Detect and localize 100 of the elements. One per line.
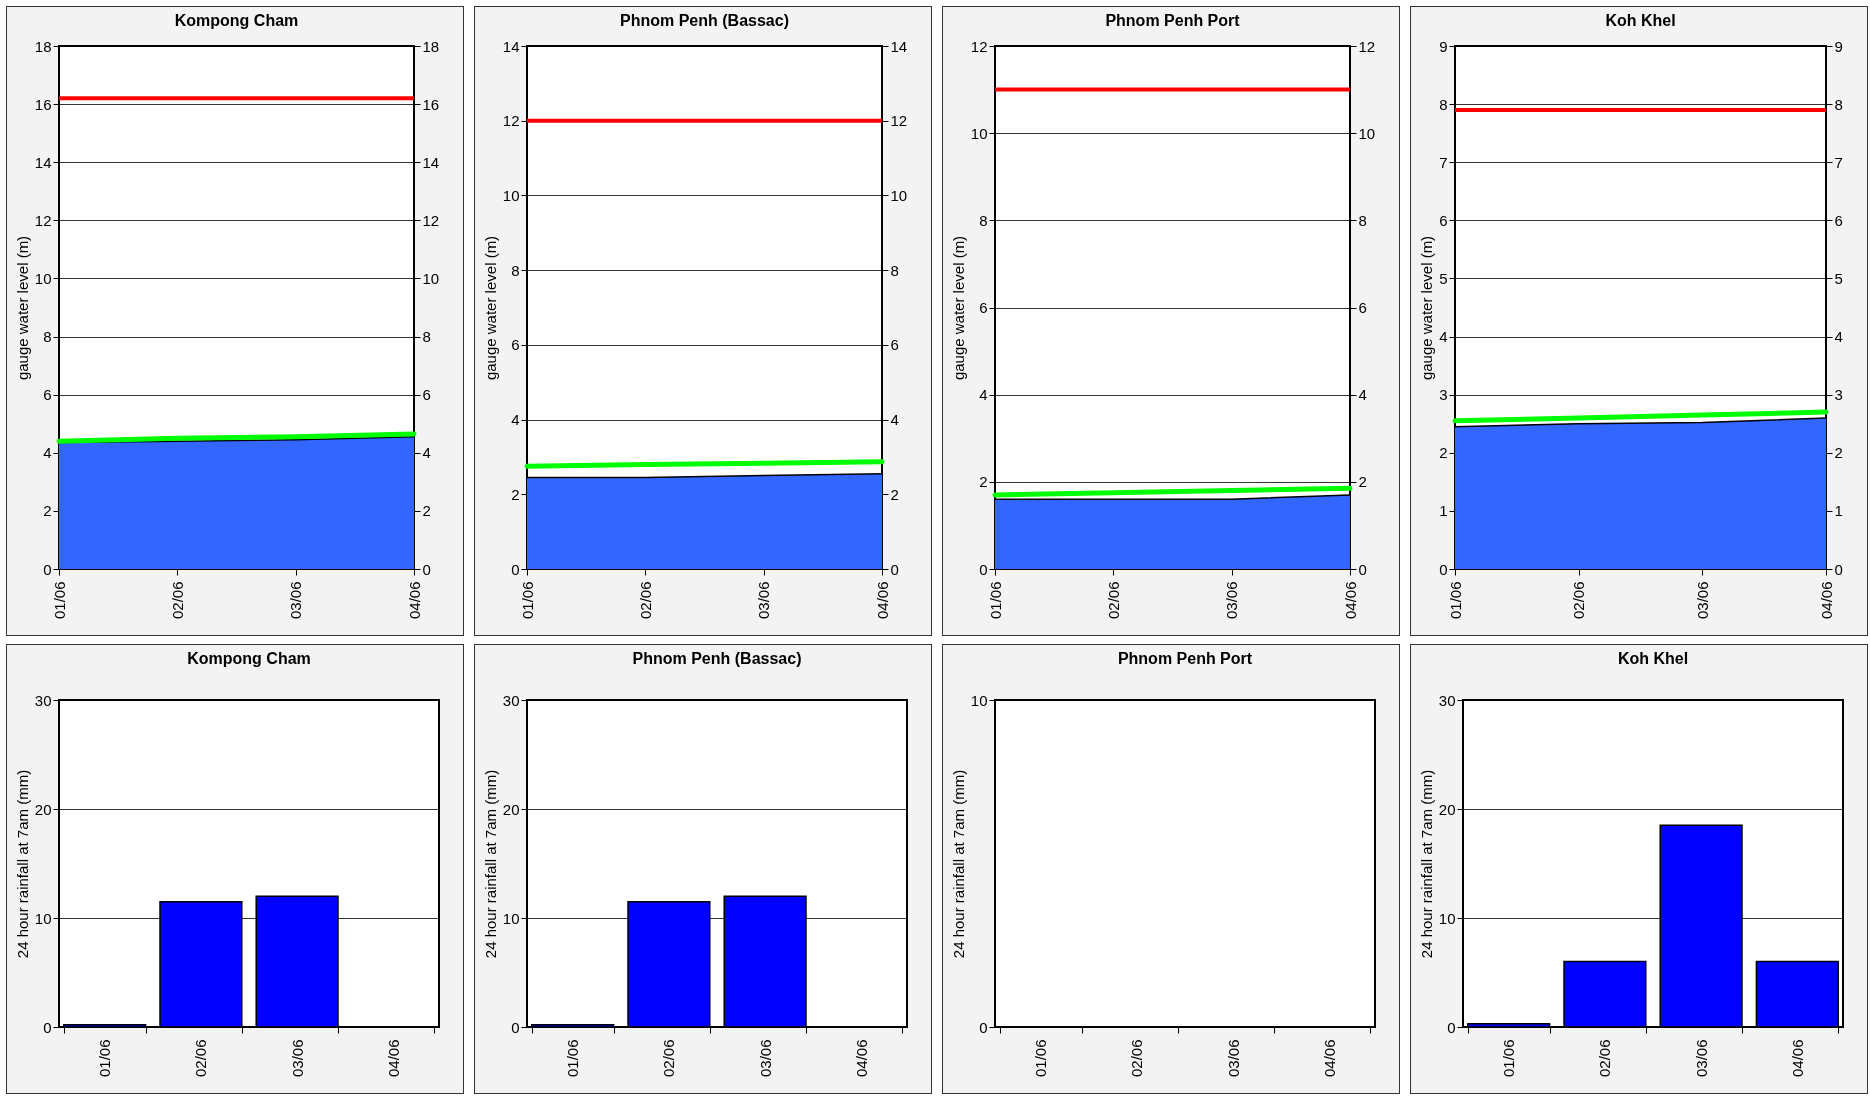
y2-tick-label: 2: [1834, 444, 1843, 462]
x-tick-label: 02/06: [660, 1039, 678, 1078]
y2-tick-label: 12: [422, 211, 440, 229]
y2-tick-label: 12: [1358, 37, 1376, 55]
y2-tick-label: 8: [422, 328, 431, 346]
y-tick-label: 6: [511, 336, 520, 354]
y2-tick-label: 10: [890, 186, 908, 204]
y-tick-label: 10: [34, 269, 52, 287]
x-tick-label: 02/06: [192, 1039, 210, 1078]
x-tick-label: 02/06: [1570, 581, 1588, 620]
y-axis-title: 24 hour rainfall at 7am (mm): [481, 769, 499, 959]
y-tick-label: 14: [34, 153, 52, 171]
y-axis-title: gauge water level (m): [949, 235, 967, 381]
x-tick-label: 01/06: [518, 581, 536, 620]
y2-tick-label: 4: [1358, 386, 1367, 404]
y2-tick-label: 8: [1834, 95, 1843, 113]
x-tick-label: 03/06: [756, 1039, 774, 1078]
y-tick-label: 20: [502, 800, 520, 818]
y-tick-label: 2: [43, 502, 52, 520]
chart-title: Phnom Penh (Bassac): [620, 12, 789, 29]
x-tick-label: 01/06: [50, 581, 68, 620]
y2-tick-label: 8: [1358, 211, 1367, 229]
y-tick-label: 0: [43, 1018, 52, 1036]
x-tick-label: 02/06: [1104, 581, 1122, 620]
y2-tick-label: 0: [1358, 560, 1367, 578]
y2-tick-label: 14: [890, 37, 908, 55]
y-tick-label: 6: [1439, 211, 1448, 229]
y-tick-label: 12: [502, 112, 520, 130]
x-tick-label: 03/06: [288, 1039, 306, 1078]
x-tick-label: 01/06: [986, 581, 1004, 620]
x-tick-label: 03/06: [287, 581, 305, 620]
x-tick-label: 04/06: [1320, 1039, 1338, 1078]
y-tick-label: 8: [511, 261, 520, 279]
x-tick-label: 03/06: [755, 581, 773, 620]
y-tick-label: 0: [979, 1018, 988, 1036]
x-tick-label: 04/06: [1341, 581, 1359, 620]
x-tick-label: 01/06: [1446, 581, 1464, 620]
x-tick-label: 04/06: [852, 1039, 870, 1078]
y2-tick-label: 6: [1834, 211, 1843, 229]
x-tick-label: 01/06: [96, 1039, 114, 1078]
x-tick-label: 01/06: [564, 1039, 582, 1078]
y2-tick-label: 4: [422, 444, 431, 462]
y-tick-label: 0: [511, 1018, 520, 1036]
y2-tick-label: 0: [890, 560, 899, 578]
y-tick-label: 12: [34, 211, 52, 229]
y2-tick-label: 18: [422, 37, 440, 55]
y2-tick-label: 0: [422, 560, 431, 578]
y2-tick-label: 2: [422, 502, 431, 520]
y2-tick-label: 16: [422, 95, 440, 113]
y-tick-label: 7: [1439, 153, 1448, 171]
y-tick-label: 20: [1438, 800, 1456, 818]
y-tick-label: 10: [970, 691, 988, 709]
y-tick-label: 4: [511, 411, 520, 429]
y-tick-label: 0: [1447, 1018, 1456, 1036]
y-tick-label: 10: [502, 909, 520, 927]
y2-tick-label: 14: [422, 153, 440, 171]
x-tick-label: 01/06: [1500, 1039, 1518, 1078]
chart-title: Koh Khel: [1617, 650, 1689, 667]
y-axis-title: 24 hour rainfall at 7am (mm): [1417, 769, 1435, 959]
y-tick-label: 16: [34, 95, 52, 113]
y-tick-label: 6: [979, 299, 988, 316]
y-axis-title: gauge water level (m): [1418, 235, 1436, 381]
y-tick-label: 0: [511, 560, 520, 578]
x-tick-label: 03/06: [1693, 581, 1711, 620]
y2-tick-label: 6: [422, 386, 431, 404]
y2-tick-label: 10: [1358, 124, 1376, 142]
y-tick-label: 5: [1439, 269, 1448, 287]
y-tick-label: 10: [34, 909, 52, 927]
y-tick-label: 8: [43, 328, 52, 346]
y2-tick-label: 1: [1834, 502, 1843, 520]
y-axis-title: gauge water level (m): [481, 235, 499, 381]
y-tick-label: 8: [979, 211, 988, 229]
chart-title: Kompong Cham: [187, 650, 311, 667]
chart-title: Phnom Penh Port: [1105, 12, 1241, 29]
y2-tick-label: 3: [1834, 386, 1843, 404]
y-tick-label: 3: [1439, 386, 1448, 404]
y-tick-label: 2: [979, 473, 988, 491]
y2-tick-label: 2: [1358, 473, 1367, 491]
chart-title: Kompong Cham: [174, 12, 299, 29]
x-tick-label: 04/06: [384, 1039, 402, 1078]
y-tick-label: 30: [502, 691, 520, 709]
y-tick-label: 18: [34, 37, 52, 55]
y-tick-label: 2: [1439, 444, 1448, 462]
y-tick-label: 4: [979, 386, 988, 404]
x-tick-label: 04/06: [873, 581, 891, 620]
chart-title: Phnom Penh Port: [1117, 650, 1253, 667]
y2-tick-label: 4: [890, 411, 899, 429]
y2-tick-label: 6: [1358, 299, 1367, 316]
y-tick-label: 2: [511, 485, 520, 503]
y-tick-label: 14: [502, 37, 520, 55]
x-tick-label: 03/06: [1692, 1039, 1710, 1078]
y-tick-label: 6: [43, 386, 52, 404]
x-tick-label: 02/06: [1596, 1039, 1614, 1078]
x-tick-label: 02/06: [1128, 1039, 1146, 1078]
y-tick-label: 0: [43, 560, 52, 578]
y2-tick-label: 9: [1834, 37, 1843, 55]
y2-tick-label: 4: [1834, 328, 1843, 346]
y-tick-label: 4: [43, 444, 52, 462]
y-tick-label: 1: [1439, 502, 1448, 520]
x-tick-label: 04/06: [405, 581, 423, 620]
